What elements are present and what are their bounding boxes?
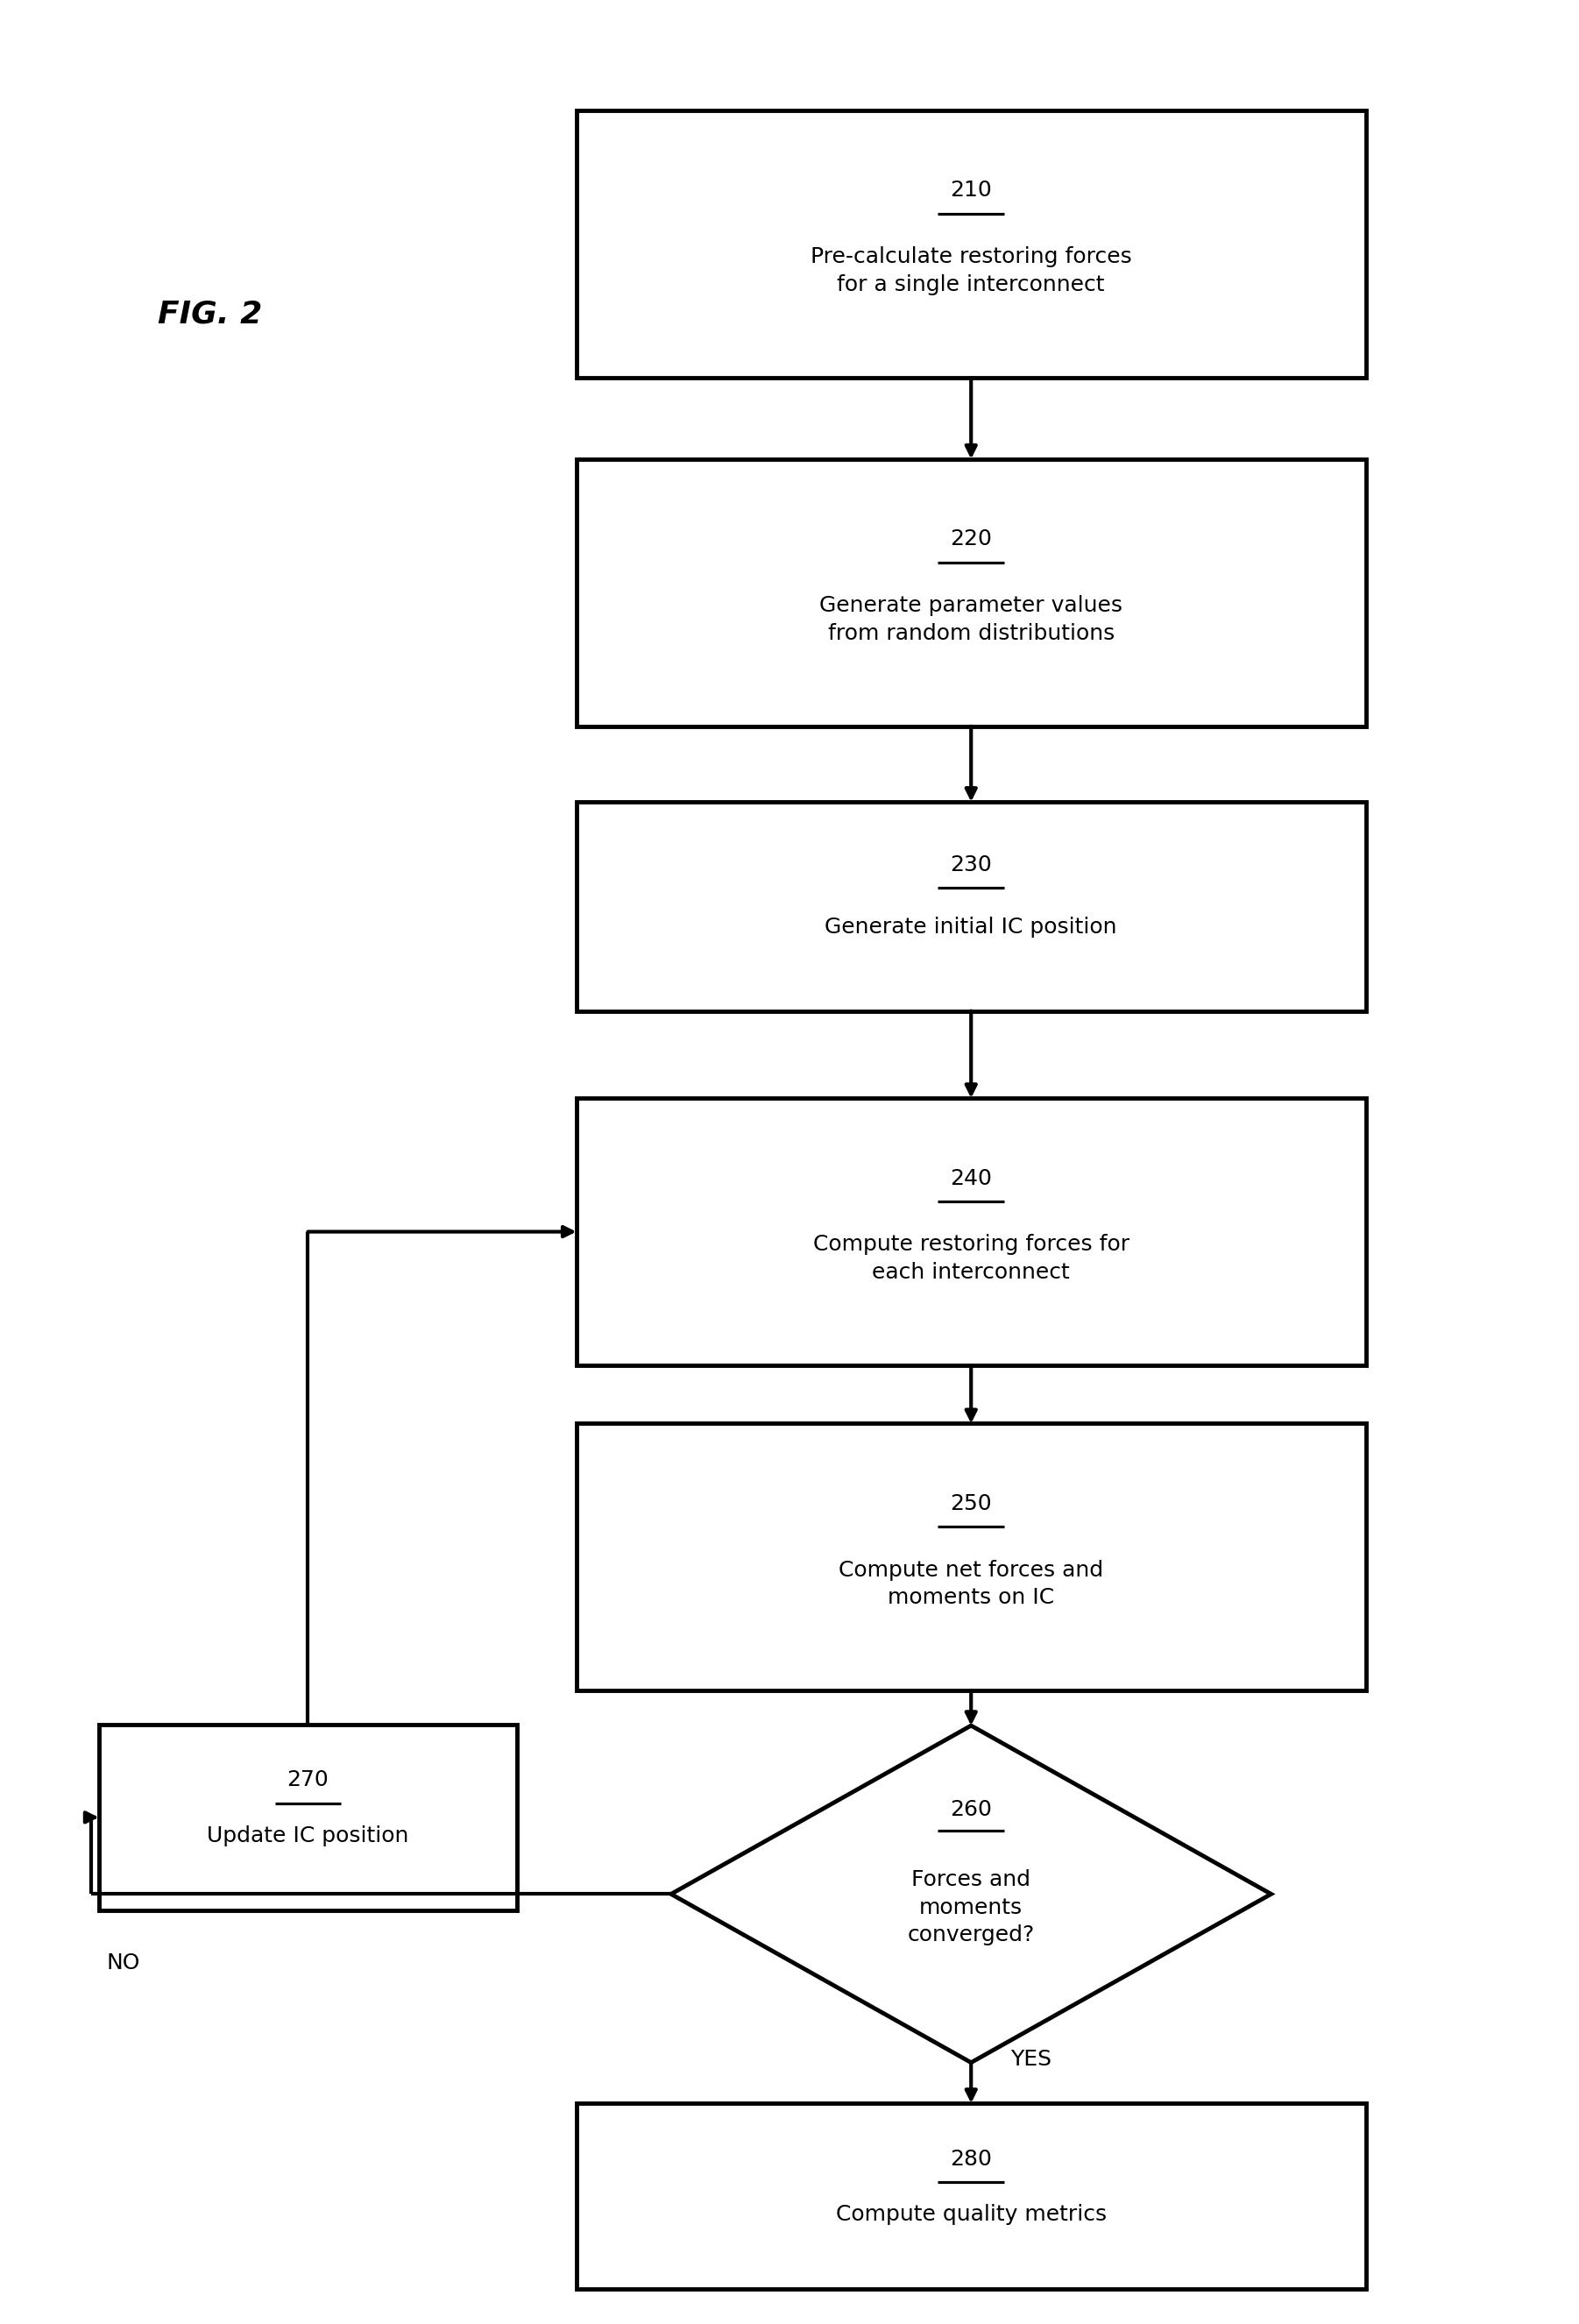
Text: Generate parameter values
from random distributions: Generate parameter values from random di… <box>820 595 1123 644</box>
Text: Generate initial IC position: Generate initial IC position <box>824 916 1118 939</box>
Text: 250: 250 <box>951 1492 992 1515</box>
Bar <box>98 1724 518 1910</box>
Polygon shape <box>671 1724 1271 2064</box>
Text: 220: 220 <box>951 528 992 551</box>
Text: 280: 280 <box>951 2147 992 2171</box>
Bar <box>576 109 1366 376</box>
Text: NO: NO <box>107 1952 141 1973</box>
Text: FIG. 2: FIG. 2 <box>158 300 262 328</box>
Bar <box>576 460 1366 725</box>
Text: Pre-calculate restoring forces
for a single interconnect: Pre-calculate restoring forces for a sin… <box>810 246 1132 295</box>
Bar <box>576 2103 1366 2289</box>
Text: Forces and
moments
converged?: Forces and moments converged? <box>908 1868 1034 1945</box>
Text: Update IC position: Update IC position <box>207 1824 409 1848</box>
Text: 270: 270 <box>287 1769 328 1792</box>
Bar <box>576 1097 1366 1364</box>
Bar <box>576 802 1366 1011</box>
Text: 240: 240 <box>951 1167 992 1190</box>
Text: YES: YES <box>1011 2050 1052 2071</box>
Text: 230: 230 <box>951 853 992 876</box>
Bar <box>576 1422 1366 1692</box>
Text: Compute quality metrics: Compute quality metrics <box>835 2203 1107 2226</box>
Text: 210: 210 <box>951 179 992 202</box>
Text: 260: 260 <box>951 1799 992 1820</box>
Text: Compute restoring forces for
each interconnect: Compute restoring forces for each interc… <box>813 1234 1129 1283</box>
Text: Compute net forces and
moments on IC: Compute net forces and moments on IC <box>838 1559 1104 1608</box>
